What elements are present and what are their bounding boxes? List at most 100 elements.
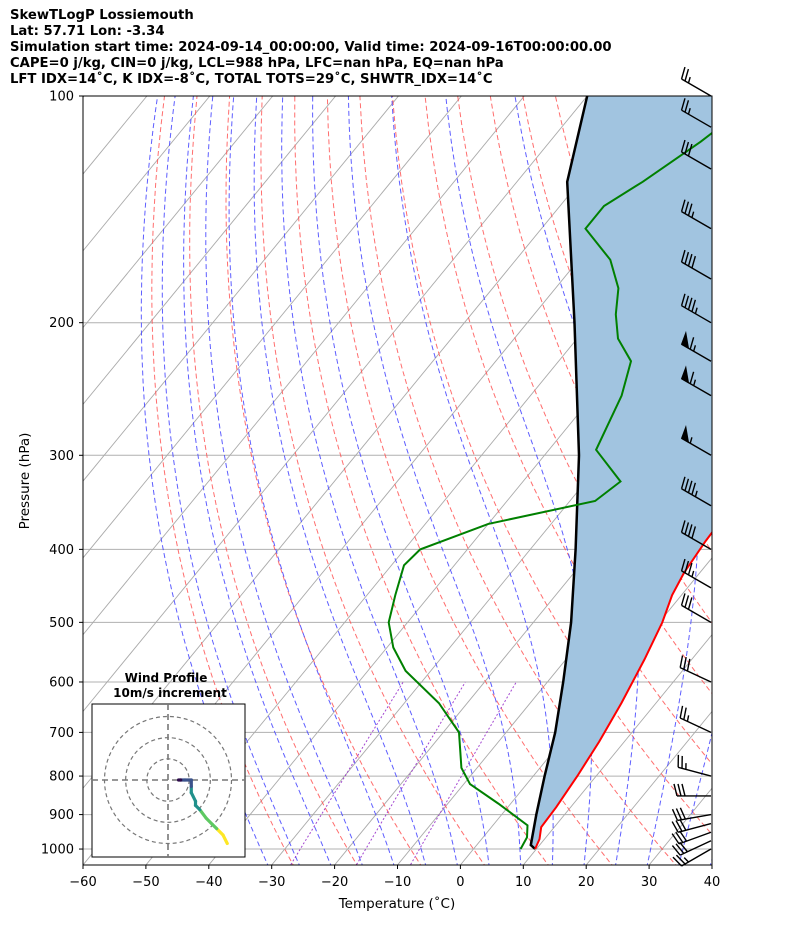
x-tick-label: −20 <box>321 875 348 890</box>
moist-adiabat-line <box>183 96 332 865</box>
wind-barb <box>671 819 712 834</box>
isotherm-line <box>772 79 794 868</box>
isotherm-line <box>83 96 462 559</box>
barb-feather <box>675 831 684 843</box>
barb-shaft <box>681 488 712 507</box>
barb-feather <box>671 833 680 845</box>
barb-feather <box>684 251 690 265</box>
y-tick-label: 400 <box>49 543 74 558</box>
header-line-indices: LFT IDX=14˚C, K IDX=-8˚C, TOTAL TOTS=29˚… <box>10 72 493 87</box>
barb-shaft <box>677 822 712 834</box>
x-tick-label: −50 <box>132 875 159 890</box>
barb-feather <box>687 143 693 157</box>
barb-feather <box>689 371 695 384</box>
x-tick-label: 10 <box>515 875 532 890</box>
wind-barbs <box>671 66 712 867</box>
barb-feather <box>684 595 690 608</box>
x-tick-label: 30 <box>641 875 658 890</box>
hodograph-subtitle: 10m/s increment <box>113 686 227 700</box>
barb-feather <box>680 476 686 489</box>
chart-header: SkewTLogP Lossiemouth Lat: 57.71 Lon: -3… <box>10 8 612 88</box>
isotherm-line <box>83 96 337 406</box>
dry-adiabat-line <box>457 96 712 695</box>
barb-feather <box>681 783 686 797</box>
x-tick-label: −40 <box>195 875 222 890</box>
moist-adiabat-line <box>709 857 712 865</box>
dry-adiabat-line <box>751 96 794 868</box>
wind-barb <box>680 98 712 128</box>
barb-feather <box>680 520 686 533</box>
dry-adiabat-line <box>718 96 794 868</box>
barb-half-feather <box>691 570 695 578</box>
parcel-profile-line <box>529 96 589 850</box>
barb-feather <box>691 255 697 269</box>
barb-feather <box>675 820 683 832</box>
wind-barb <box>680 249 712 280</box>
barb-feather <box>680 249 686 263</box>
barb-feather <box>687 480 693 493</box>
barb-feather <box>680 98 686 111</box>
barb-feather <box>691 299 697 312</box>
moist-adiabat-line <box>161 96 300 865</box>
x-tick-label: 40 <box>704 875 721 890</box>
barb-feather <box>679 655 684 668</box>
barb-shaft <box>679 840 712 856</box>
mixing-ratio-line <box>409 681 517 865</box>
barb-feather <box>686 658 691 672</box>
header-line-cape: CAPE=0 j/kg, CIN=0 j/kg, LCL=988 hPa, LF… <box>10 56 504 71</box>
barb-half-feather <box>693 345 697 352</box>
wind-barb <box>673 783 711 797</box>
moist-adiabat-line <box>312 96 490 865</box>
wind-barb <box>680 330 712 362</box>
barb-feather <box>684 100 690 113</box>
barb-feather <box>671 845 681 856</box>
moist-adiabat-line <box>205 96 363 865</box>
wind-barb <box>680 593 712 623</box>
dry-adiabat-line <box>326 96 613 865</box>
barb-half-feather <box>683 857 689 863</box>
barb-shaft <box>679 666 712 683</box>
barb-feather <box>684 295 690 308</box>
barb-feather <box>687 253 693 267</box>
barb-feather <box>683 707 687 720</box>
isotherm-line <box>83 96 525 636</box>
barb-feather <box>677 783 682 797</box>
wind-barb <box>680 66 712 97</box>
isotherm-line <box>522 633 712 865</box>
barb-feather <box>687 203 693 216</box>
wind-barb <box>680 199 712 230</box>
barb-feather <box>683 657 687 670</box>
barb-shaft <box>681 78 712 97</box>
barb-feather <box>680 293 686 306</box>
barb-shaft <box>681 531 712 550</box>
y-axis-label: Pressure (hPa) <box>17 433 33 530</box>
barb-feather <box>679 819 687 831</box>
wind-barb <box>671 830 712 845</box>
x-tick-label: 20 <box>578 875 595 890</box>
barb-feather <box>684 141 690 155</box>
barb-feather <box>687 562 693 576</box>
barb-feather <box>675 854 686 865</box>
dry-adiabat-line <box>225 96 422 865</box>
barb-flag <box>680 365 690 384</box>
barb-half-feather <box>687 108 691 115</box>
barb-half-feather <box>687 76 691 84</box>
y-tick-label: 200 <box>49 316 74 331</box>
y-tick-label: 1000 <box>41 843 74 858</box>
moist-adiabat-line <box>347 96 522 865</box>
isotherm-line <box>83 96 400 482</box>
wind-barb <box>680 293 712 324</box>
isotherm-line <box>83 96 588 713</box>
barb-shaft <box>681 261 712 280</box>
barb-half-feather <box>693 379 697 386</box>
y-tick-label: 700 <box>49 726 74 741</box>
barb-feather <box>680 199 686 212</box>
barb-feather <box>680 139 686 153</box>
barb-feather <box>687 297 693 310</box>
barb-shaft <box>681 305 712 324</box>
barb-shaft <box>677 766 712 777</box>
barb-feather <box>684 478 690 491</box>
wind-barb <box>679 705 712 734</box>
cin-shaded-area <box>530 96 712 849</box>
